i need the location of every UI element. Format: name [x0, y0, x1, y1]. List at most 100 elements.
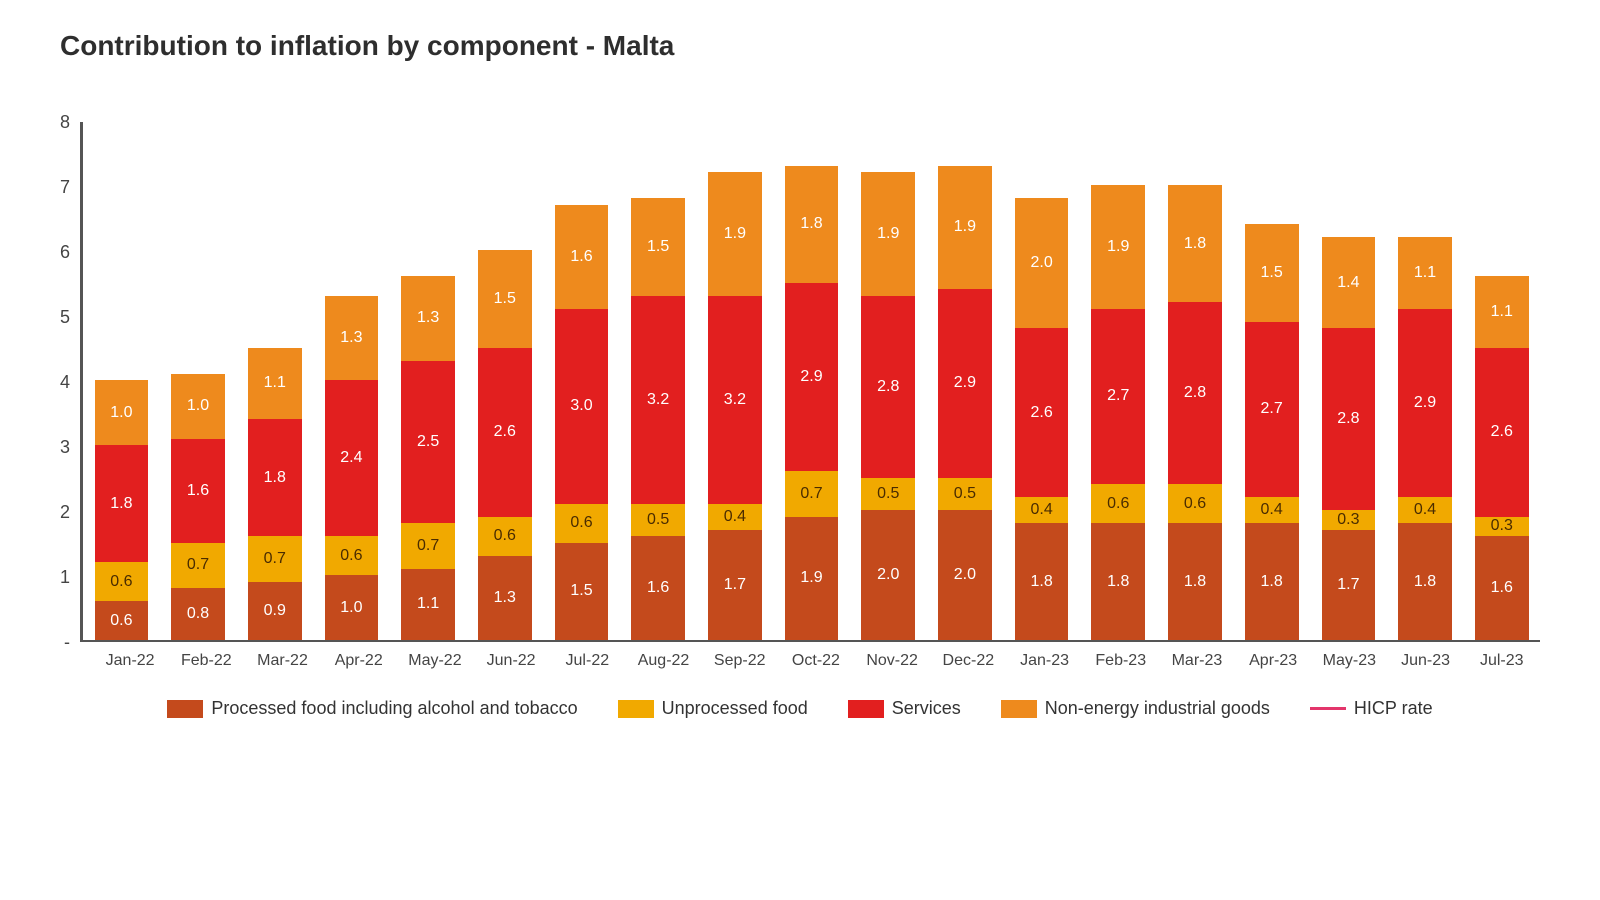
x-tick-label: May-23 [1311, 642, 1387, 670]
bar-slot: 1.00.62.41.3 [313, 296, 390, 641]
bar-segment-non-energy-goods: 1.8 [1168, 185, 1222, 302]
bar-segment-services: 3.0 [555, 309, 609, 504]
bar-segment-services: 2.9 [785, 283, 839, 472]
stacked-bar: 1.50.63.01.6 [555, 205, 609, 641]
bar-segment-processed-food: 1.0 [325, 575, 379, 640]
bar-segment-processed-food: 1.7 [1322, 530, 1376, 641]
bar-segment-unprocessed-food: 0.7 [248, 536, 302, 582]
bar-segment-services: 2.6 [1015, 328, 1069, 497]
bar-segment-non-energy-goods: 1.8 [785, 166, 839, 283]
bar-segment-unprocessed-food: 0.4 [708, 504, 762, 530]
bar-segment-unprocessed-food: 0.3 [1475, 517, 1529, 537]
bar-segment-processed-food: 1.8 [1091, 523, 1145, 640]
bar-slot: 1.70.43.21.9 [697, 172, 774, 640]
bar-segment-services: 2.4 [325, 380, 379, 536]
bar-segment-non-energy-goods: 1.1 [1398, 237, 1452, 309]
bar-segment-unprocessed-food: 0.6 [325, 536, 379, 575]
x-tick-label: May-22 [397, 642, 473, 670]
bar-slot: 0.80.71.61.0 [160, 374, 237, 641]
bar-segment-processed-food: 1.8 [1398, 523, 1452, 640]
bar-segment-processed-food: 1.8 [1168, 523, 1222, 640]
bar-segment-non-energy-goods: 1.1 [248, 348, 302, 420]
legend-swatch [618, 700, 654, 718]
bar-slot: 1.80.62.81.8 [1157, 185, 1234, 640]
bar-slot: 0.90.71.81.1 [236, 348, 313, 641]
bar-segment-services: 1.6 [171, 439, 225, 543]
bar-segment-unprocessed-food: 0.4 [1245, 497, 1299, 523]
y-axis: 87654321- [60, 122, 80, 642]
bar-segment-processed-food: 0.8 [171, 588, 225, 640]
stacked-bar: 0.90.71.81.1 [248, 348, 302, 641]
plot-area: 87654321- 0.60.61.81.00.80.71.61.00.90.7… [60, 122, 1540, 642]
stacked-bar: 1.70.43.21.9 [708, 172, 762, 640]
bar-segment-processed-food: 1.1 [401, 569, 455, 641]
stacked-bar: 1.60.53.21.5 [631, 198, 685, 640]
bar-segment-non-energy-goods: 1.5 [1245, 224, 1299, 322]
stacked-bar: 1.80.42.71.5 [1245, 224, 1299, 640]
x-tick-label: Aug-22 [625, 642, 701, 670]
x-tick-label: Feb-22 [168, 642, 244, 670]
bar-segment-non-energy-goods: 1.3 [401, 276, 455, 361]
bar-segment-processed-food: 2.0 [938, 510, 992, 640]
bar-segment-non-energy-goods: 1.6 [555, 205, 609, 309]
legend-swatch [848, 700, 884, 718]
bar-segment-non-energy-goods: 1.1 [1475, 276, 1529, 348]
legend-label: HICP rate [1354, 698, 1433, 719]
bar-segment-processed-food: 1.8 [1015, 523, 1069, 640]
bar-slot: 1.80.42.91.1 [1387, 237, 1464, 640]
stacked-bar: 1.80.62.71.9 [1091, 185, 1145, 640]
bar-segment-unprocessed-food: 0.6 [478, 517, 532, 556]
bar-slot: 1.70.32.81.4 [1310, 237, 1387, 640]
stacked-bar: 1.80.62.81.8 [1168, 185, 1222, 640]
bar-segment-non-energy-goods: 1.9 [708, 172, 762, 296]
bar-segment-non-energy-goods: 1.0 [171, 374, 225, 439]
bar-slot: 1.50.63.01.6 [543, 205, 620, 641]
legend-label: Processed food including alcohol and tob… [211, 698, 577, 719]
x-tick-label: Jun-22 [473, 642, 549, 670]
bar-slot: 1.10.72.51.3 [390, 276, 467, 640]
bar-segment-non-energy-goods: 2.0 [1015, 198, 1069, 328]
bar-segment-services: 3.2 [631, 296, 685, 504]
legend-swatch [167, 700, 203, 718]
x-tick-label: Apr-23 [1235, 642, 1311, 670]
stacked-bar: 1.60.32.61.1 [1475, 276, 1529, 640]
bar-segment-services: 2.5 [401, 361, 455, 524]
x-tick-label: Jul-22 [549, 642, 625, 670]
legend-item: Processed food including alcohol and tob… [167, 698, 577, 719]
bar-slot: 2.00.52.81.9 [850, 172, 927, 640]
x-tick-label: Feb-23 [1083, 642, 1159, 670]
bar-segment-unprocessed-food: 0.5 [938, 478, 992, 511]
bar-segment-services: 2.7 [1245, 322, 1299, 498]
bar-segment-services: 2.6 [478, 348, 532, 517]
legend-item: Unprocessed food [618, 698, 808, 719]
x-tick-label: Apr-22 [321, 642, 397, 670]
bar-segment-processed-food: 1.6 [1475, 536, 1529, 640]
bars-area: 0.60.61.81.00.80.71.61.00.90.71.81.11.00… [80, 122, 1540, 642]
bar-slot: 1.30.62.61.5 [466, 250, 543, 640]
bar-segment-processed-food: 2.0 [861, 510, 915, 640]
bar-slot: 0.60.61.81.0 [83, 380, 160, 640]
inflation-chart: Contribution to inflation by component -… [0, 0, 1600, 900]
bar-slot: 1.90.72.91.8 [773, 166, 850, 641]
bar-segment-unprocessed-food: 0.4 [1398, 497, 1452, 523]
bar-segment-services: 1.8 [95, 445, 149, 562]
legend-item: Services [848, 698, 961, 719]
bar-segment-services: 2.9 [938, 289, 992, 478]
bar-segment-services: 2.8 [861, 296, 915, 478]
bar-segment-non-energy-goods: 1.9 [938, 166, 992, 290]
bar-segment-services: 2.7 [1091, 309, 1145, 485]
bar-segment-unprocessed-food: 0.6 [95, 562, 149, 601]
bar-segment-processed-food: 1.3 [478, 556, 532, 641]
bar-segment-services: 3.2 [708, 296, 762, 504]
x-tick-label: Jan-23 [1006, 642, 1082, 670]
bar-segment-processed-food: 0.9 [248, 582, 302, 641]
bar-slot: 1.80.42.71.5 [1233, 224, 1310, 640]
bar-segment-unprocessed-food: 0.7 [171, 543, 225, 589]
legend-label: Services [892, 698, 961, 719]
legend-label: Non-energy industrial goods [1045, 698, 1270, 719]
stacked-bar: 0.80.71.61.0 [171, 374, 225, 641]
bar-slot: 1.80.62.71.9 [1080, 185, 1157, 640]
stacked-bar: 2.00.52.81.9 [861, 172, 915, 640]
bar-segment-non-energy-goods: 1.0 [95, 380, 149, 445]
x-tick-label: Jan-22 [92, 642, 168, 670]
